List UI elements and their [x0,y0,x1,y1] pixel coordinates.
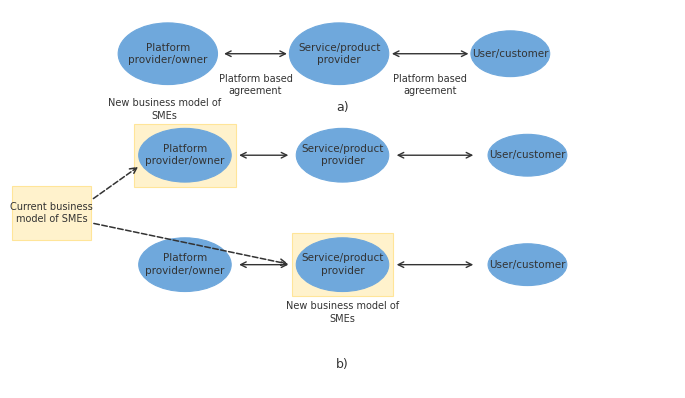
Text: Platform based
agreement: Platform based agreement [393,74,467,96]
Text: Service/product
provider: Service/product provider [301,254,384,276]
Ellipse shape [296,128,389,182]
FancyBboxPatch shape [134,123,236,187]
Text: Platform based
agreement: Platform based agreement [219,74,292,96]
Text: New business model of
SMEs: New business model of SMEs [108,98,221,121]
Ellipse shape [118,23,217,85]
Text: Current business
model of SMEs: Current business model of SMEs [10,202,92,224]
Text: Platform
provider/owner: Platform provider/owner [145,254,225,276]
Text: Service/product
provider: Service/product provider [298,43,380,65]
Text: User/customer: User/customer [489,150,566,160]
Ellipse shape [138,238,232,291]
Text: New business model of
SMEs: New business model of SMEs [286,301,399,324]
Ellipse shape [138,128,232,182]
FancyBboxPatch shape [12,186,90,240]
Text: b): b) [336,358,349,371]
FancyBboxPatch shape [292,233,393,297]
Text: User/customer: User/customer [489,259,566,270]
Ellipse shape [471,31,549,76]
Text: Service/product
provider: Service/product provider [301,144,384,166]
Ellipse shape [488,244,567,286]
Ellipse shape [488,134,567,176]
Ellipse shape [289,23,388,85]
Text: User/customer: User/customer [472,49,549,59]
Text: Platform
provider/owner: Platform provider/owner [145,144,225,166]
Ellipse shape [296,238,389,291]
Text: Platform
provider/owner: Platform provider/owner [128,43,208,65]
Text: a): a) [336,101,349,114]
